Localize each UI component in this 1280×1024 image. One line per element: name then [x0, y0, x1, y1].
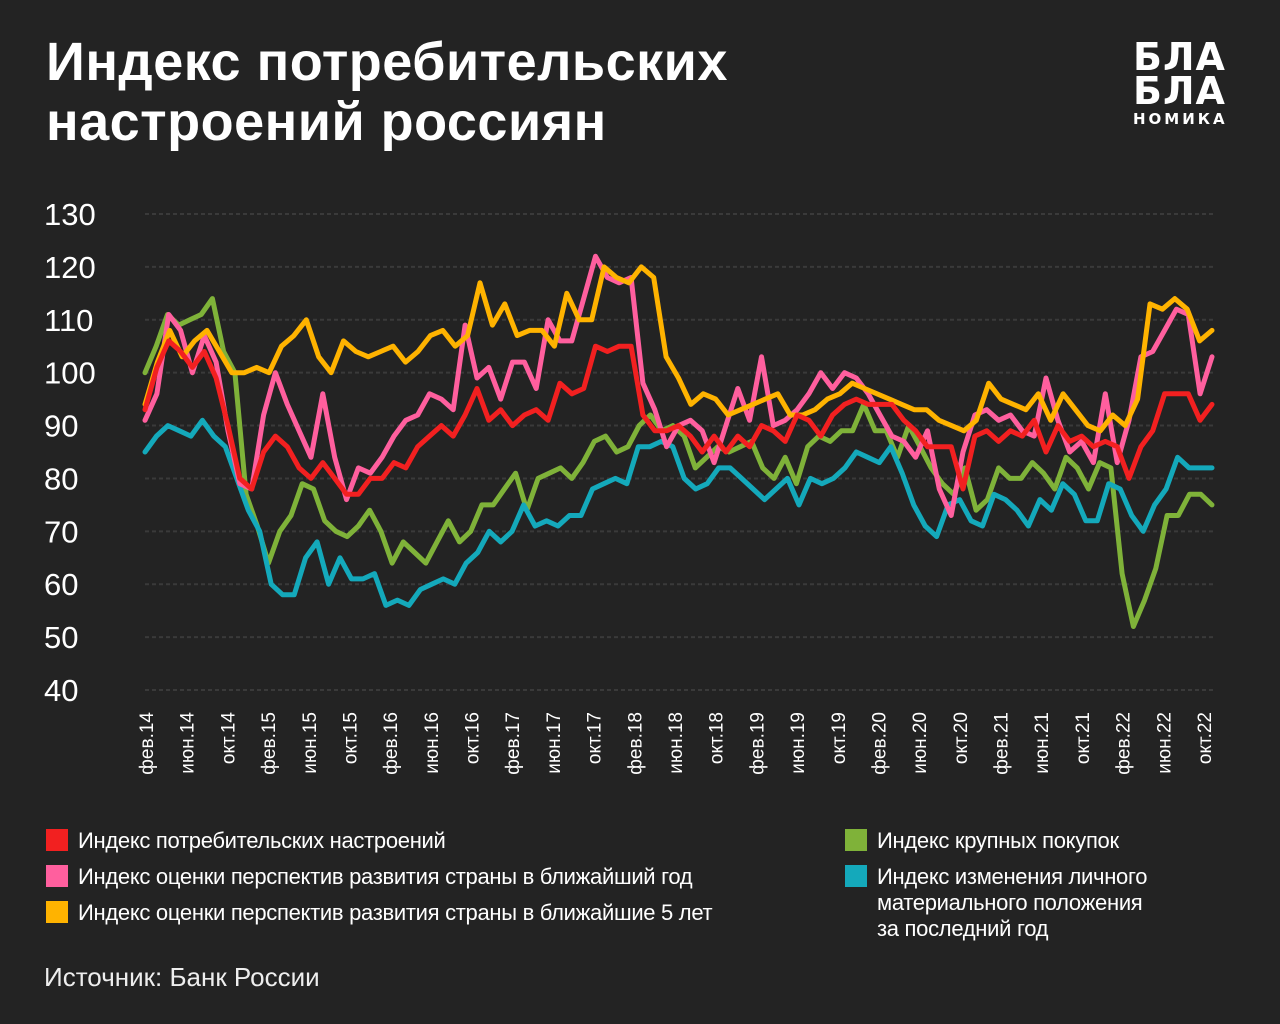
legend-right: Индекс крупных покупок Индекс изменения … — [845, 828, 1147, 942]
y-axis-ticks: 130 120 110 100 90 80 70 60 50 40 — [44, 197, 96, 708]
x-tick-label: июн.16 — [422, 712, 443, 774]
title-line-2: настроений россиян — [46, 92, 607, 152]
y-tick-label: 110 — [44, 303, 93, 338]
legend-label-red: Индекс потребительских настроений — [78, 828, 446, 853]
series-line-4 — [142, 417, 1215, 608]
x-tick-label: июн.20 — [910, 712, 931, 774]
legend-label-yellow: Индекс оценки перспектив развития страны… — [78, 900, 713, 925]
logo-line-1: БЛА — [1133, 35, 1226, 79]
logo-line-2: БЛА — [1133, 69, 1226, 113]
x-tick-label: окт.14 — [218, 712, 239, 765]
x-tick-label: июн.18 — [666, 712, 687, 774]
chart-title: Индекс потребительских настроений россия… — [46, 32, 728, 152]
legend-swatch-red — [46, 829, 68, 851]
logo-line-3: НОМИКА — [1133, 110, 1228, 128]
x-tick-label: фев.20 — [869, 712, 890, 775]
legend-item-yellow: Индекс оценки перспектив развития страны… — [46, 900, 713, 936]
legend-label-teal: Индекс изменения личного материального п… — [877, 864, 1147, 942]
y-tick-label: 50 — [44, 620, 78, 655]
legend-item-green: Индекс крупных покупок — [845, 828, 1147, 864]
series-line-3 — [142, 296, 1215, 629]
x-tick-label: июн.21 — [1032, 712, 1053, 774]
x-tick-label: окт.20 — [951, 712, 972, 764]
title-line-1: Индекс потребительских — [46, 32, 728, 92]
x-tick-label: фев.17 — [503, 712, 524, 775]
x-tick-label: фев.21 — [992, 712, 1013, 775]
brand-logo: БЛА БЛА НОМИКА — [1133, 35, 1228, 128]
x-tick-label: окт.16 — [463, 712, 484, 764]
x-tick-label: окт.15 — [340, 712, 361, 764]
y-tick-label: 100 — [44, 356, 96, 391]
y-tick-label: 60 — [44, 567, 78, 602]
legend-swatch-green — [845, 829, 867, 851]
legend-item-pink: Индекс оценки перспектив развития страны… — [46, 864, 712, 900]
x-tick-label: июн.14 — [178, 712, 199, 774]
series-line-2 — [142, 264, 1215, 434]
legend-label-teal-line-2: материального положения — [877, 890, 1143, 915]
legend-left: Индекс потребительских настроений Индекс… — [46, 828, 713, 936]
x-tick-label: окт.22 — [1195, 712, 1216, 764]
legend-label-green: Индекс крупных покупок — [877, 828, 1119, 853]
legend-swatch-yellow — [46, 901, 68, 923]
y-tick-label: 80 — [44, 461, 78, 496]
x-tick-label: фев.18 — [625, 712, 646, 775]
y-tick-label: 90 — [44, 409, 78, 444]
x-tick-label: фев.16 — [381, 712, 402, 775]
grid-lines — [145, 213, 1215, 691]
x-tick-label: июн.22 — [1154, 712, 1175, 774]
line-chart: 130 120 110 100 90 80 70 60 50 40 фев.14 июн.14 окт… — [44, 197, 1216, 775]
x-axis-ticks: фев.14 июн.14 окт.14 фев.15 июн.15 окт.15 фев.… — [137, 712, 1216, 775]
x-tick-label: окт.21 — [1073, 712, 1094, 764]
y-tick-label: 70 — [44, 514, 78, 549]
series-lines — [142, 253, 1215, 629]
legend-swatch-pink — [46, 865, 68, 887]
legend-item-red: Индекс потребительских настроений — [46, 828, 712, 864]
legend-label-teal-line-3: за последний год — [877, 916, 1049, 941]
y-tick-label: 130 — [44, 197, 96, 232]
legend-item-teal: Индекс изменения личного материального п… — [845, 864, 1147, 942]
x-tick-label: фев.15 — [259, 712, 280, 775]
source-note: Источник: Банк России — [44, 962, 320, 992]
x-tick-label: окт.18 — [707, 712, 728, 764]
series-line-1 — [142, 253, 1215, 518]
x-tick-label: фев.22 — [1114, 712, 1135, 775]
legend-swatch-teal — [845, 865, 867, 887]
x-tick-label: июн.15 — [300, 712, 321, 774]
x-tick-label: окт.17 — [585, 712, 606, 764]
legend-label-pink: Индекс оценки перспектив развития страны… — [78, 864, 693, 889]
x-tick-label: июн.17 — [544, 712, 565, 774]
x-tick-label: фев.14 — [137, 712, 158, 775]
series-line-0 — [142, 338, 1215, 497]
x-tick-label: июн.19 — [788, 712, 809, 774]
x-tick-label: окт.19 — [829, 712, 850, 764]
x-tick-label: фев.19 — [747, 712, 768, 775]
y-tick-label: 120 — [44, 250, 96, 285]
y-tick-label: 40 — [44, 673, 78, 708]
legend-label-teal-line-1: Индекс изменения личного — [877, 864, 1148, 889]
